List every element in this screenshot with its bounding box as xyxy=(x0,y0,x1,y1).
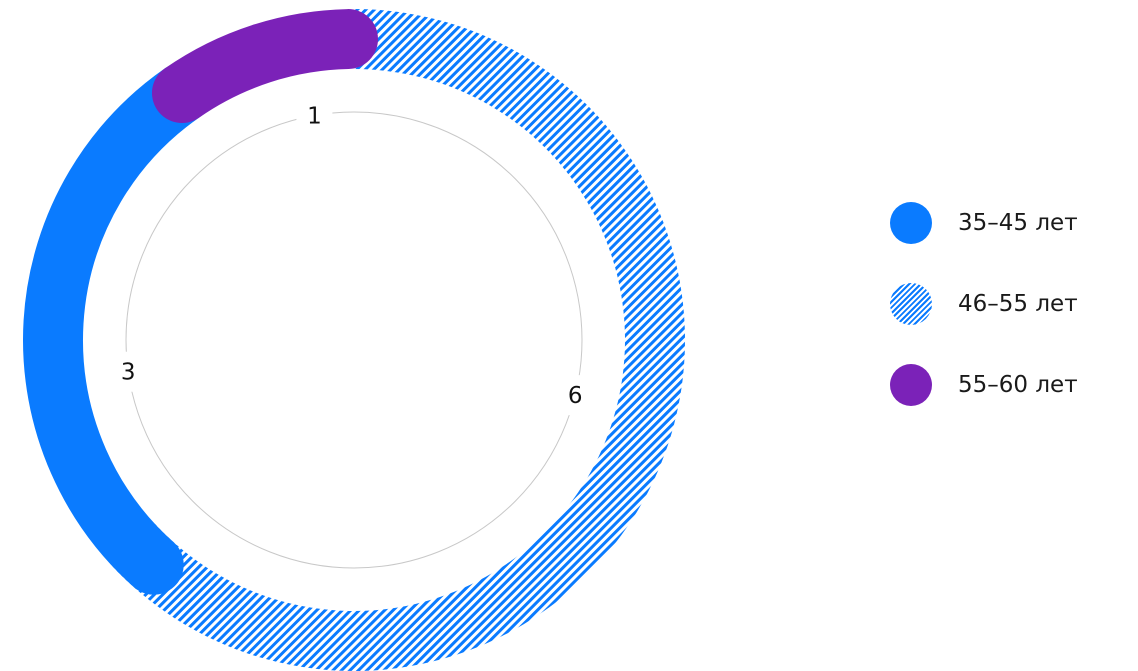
data-label-gap xyxy=(557,375,594,416)
data-label-slice-35-45: 3 xyxy=(121,360,136,386)
legend-label: 55–60 лет xyxy=(958,372,1078,398)
legend-item-46-55: 46–55 лет xyxy=(890,283,1138,325)
labels-group: 3 6 1 xyxy=(110,95,594,416)
legend-label: 46–55 лет xyxy=(958,291,1078,317)
legend-swatch-hatched-blue xyxy=(890,283,932,325)
legend-item-55-60: 55–60 лет xyxy=(890,364,1138,406)
data-label-gap xyxy=(110,351,147,392)
legend-swatch-solid-purple xyxy=(890,364,932,406)
legend-label: 35–45 лет xyxy=(958,210,1078,236)
slice-35-45 xyxy=(23,63,212,595)
legend-item-35-45: 35–45 лет xyxy=(890,202,1138,244)
donut-chart-svg: 3 6 1 xyxy=(23,9,686,671)
inner-guide-circle xyxy=(125,111,583,569)
slice-55-60 xyxy=(151,9,378,124)
data-label-gap xyxy=(296,95,333,136)
slices-group xyxy=(23,9,686,671)
data-label-slice-46-55: 6 xyxy=(568,383,583,409)
data-label-slice-55-60: 1 xyxy=(307,103,322,129)
legend: 35–45 лет 46–55 лет 55–60 лет xyxy=(890,202,1138,406)
slice-46-55 xyxy=(110,9,686,671)
legend-swatch-solid-blue xyxy=(890,202,932,244)
